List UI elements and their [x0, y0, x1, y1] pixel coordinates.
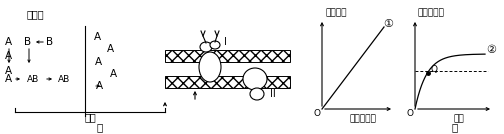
Text: II: II: [270, 89, 276, 99]
Text: 时间: 时间: [454, 114, 464, 124]
Ellipse shape: [243, 68, 267, 90]
Text: 细胞外浓度: 细胞外浓度: [350, 114, 376, 124]
Bar: [165, 76, 290, 88]
Text: ②: ②: [486, 45, 496, 55]
Text: 运输速率: 运输速率: [325, 8, 347, 18]
Bar: [165, 50, 290, 62]
Text: ①: ①: [383, 19, 393, 29]
Ellipse shape: [250, 88, 264, 100]
Text: 乙: 乙: [452, 122, 458, 132]
Text: 放大: 放大: [84, 112, 96, 122]
Ellipse shape: [210, 41, 220, 49]
Text: A: A: [94, 57, 102, 67]
Text: O: O: [313, 109, 321, 118]
Text: 细胞膜: 细胞膜: [26, 9, 44, 19]
Text: A: A: [109, 69, 116, 79]
Text: 甲: 甲: [97, 122, 103, 132]
Text: B: B: [24, 37, 32, 47]
Text: A: A: [93, 32, 101, 42]
Ellipse shape: [200, 42, 212, 52]
Text: AB: AB: [58, 75, 70, 83]
Text: I: I: [224, 37, 227, 47]
Text: 细胞内浓度: 细胞内浓度: [418, 8, 445, 18]
Text: Q: Q: [430, 65, 437, 74]
Text: A: A: [5, 66, 12, 76]
Text: A: A: [5, 74, 12, 84]
Text: AB: AB: [27, 75, 39, 83]
Text: A: A: [5, 51, 12, 61]
Text: A: A: [106, 44, 113, 54]
Text: B: B: [46, 37, 53, 47]
Ellipse shape: [199, 52, 221, 82]
Text: A: A: [5, 37, 12, 47]
Text: A: A: [95, 81, 102, 91]
Text: O: O: [407, 109, 413, 118]
